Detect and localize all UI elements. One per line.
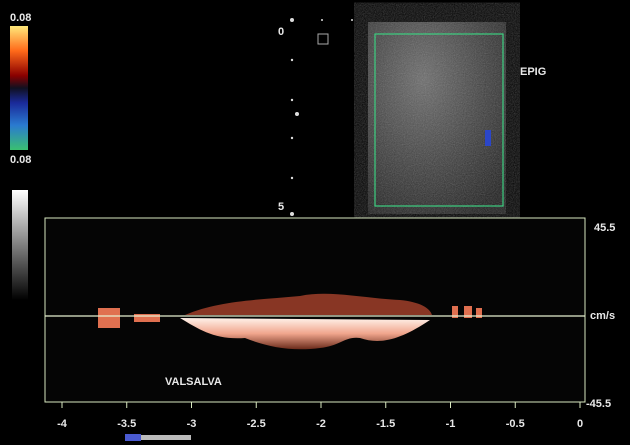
time-label: -0.5 bbox=[506, 418, 525, 430]
velocity-unit: cm/s bbox=[590, 310, 615, 322]
depth-dots bbox=[290, 18, 353, 216]
color-bar-bottom-label: 0.08 bbox=[10, 154, 31, 166]
annotation: VALSALVA bbox=[165, 376, 222, 388]
time-label: -4 bbox=[57, 418, 68, 430]
time-label: -3.5 bbox=[117, 418, 136, 430]
ultrasound-screen: 0.08 0.08 0 5 EPIG 45.5 cm/s -45.5 VALSA… bbox=[0, 0, 630, 445]
time-label: -1.5 bbox=[376, 418, 395, 430]
velocity-bottom-label: -45.5 bbox=[586, 398, 611, 410]
image-label: EPIG bbox=[520, 66, 546, 78]
scroll-thumb bbox=[125, 434, 141, 441]
color-flow bbox=[485, 130, 491, 146]
time-label: -2.5 bbox=[247, 418, 266, 430]
bmode-texture bbox=[368, 22, 506, 214]
time-label: -1 bbox=[446, 418, 456, 430]
color-bar-top-label: 0.08 bbox=[10, 12, 31, 24]
marker bbox=[318, 34, 328, 44]
time-axis: -4 -3.5 -3 -2.5 -2 -1.5 -1 -0.5 0 bbox=[57, 402, 583, 430]
time-label: -3 bbox=[187, 418, 197, 430]
gray-bar bbox=[12, 190, 28, 300]
color-bar bbox=[10, 26, 28, 150]
depth-top-label: 0 bbox=[278, 26, 284, 38]
velocity-top-label: 45.5 bbox=[594, 222, 615, 234]
depth-bottom-label: 5 bbox=[278, 201, 284, 213]
time-label: -2 bbox=[316, 418, 326, 430]
time-label: 0 bbox=[577, 418, 583, 430]
